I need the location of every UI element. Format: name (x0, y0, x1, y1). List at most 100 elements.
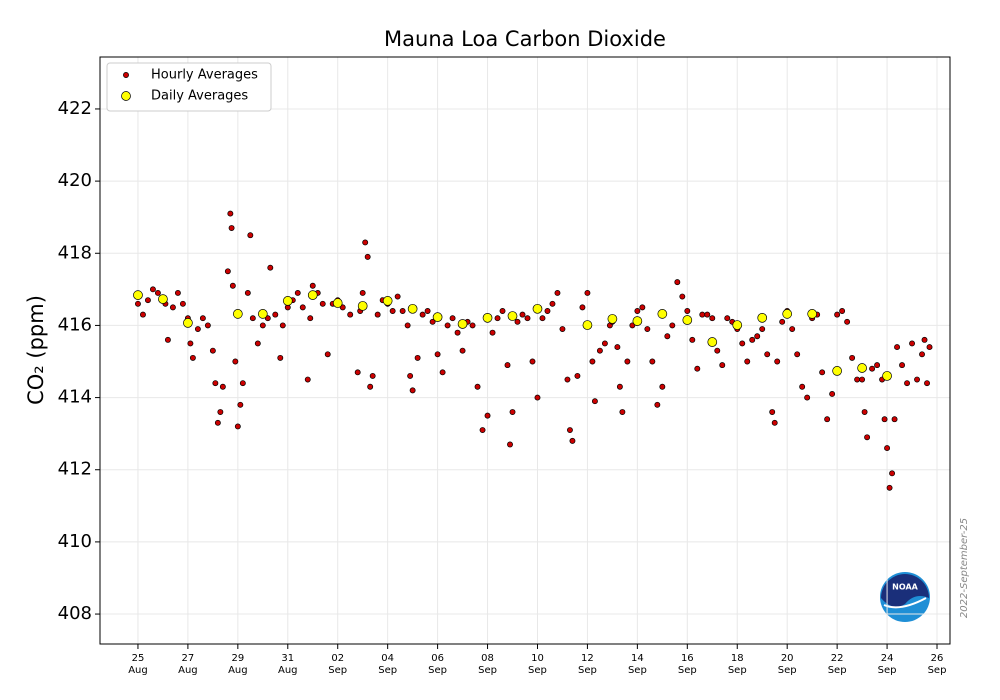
point (749, 336, 756, 343)
point (757, 312, 768, 323)
point (382, 296, 393, 306)
point (149, 286, 156, 293)
point (514, 318, 521, 325)
x-tick-label: 26 Sep (928, 653, 947, 676)
y-tick-label: 408 (58, 603, 92, 624)
point (899, 362, 906, 369)
point (199, 315, 206, 322)
point (771, 419, 778, 426)
point (509, 409, 516, 415)
point (439, 369, 446, 376)
point (754, 333, 761, 340)
point (886, 484, 893, 491)
point (347, 311, 354, 318)
point (234, 423, 241, 430)
point (682, 315, 693, 325)
y-tick-label: 412 (58, 459, 92, 480)
point (469, 322, 476, 329)
point (135, 300, 141, 307)
point (489, 329, 496, 336)
point (574, 372, 581, 379)
x-tick-label: 31 Aug (278, 653, 298, 676)
y-tick-label: 410 (58, 531, 92, 552)
y-tick-label: 422 (58, 98, 92, 119)
point (474, 383, 481, 390)
point (566, 427, 573, 434)
point (504, 362, 511, 369)
point (819, 369, 826, 376)
point (782, 309, 793, 319)
point (174, 290, 181, 296)
point (774, 358, 781, 365)
point (859, 376, 866, 383)
point (832, 366, 842, 376)
point (844, 318, 851, 325)
point (689, 336, 696, 343)
point (419, 311, 426, 318)
point (739, 340, 746, 347)
point (649, 358, 656, 365)
plot-frame (99, 56, 951, 645)
point (857, 363, 867, 373)
date-stamp: 2022-September-25 (959, 518, 970, 618)
point (369, 372, 376, 379)
point (259, 322, 266, 329)
point (479, 427, 486, 434)
point (232, 358, 239, 365)
point (249, 315, 256, 322)
point (399, 308, 406, 314)
point (724, 315, 731, 322)
point (659, 383, 666, 390)
point (807, 309, 818, 319)
point (607, 314, 618, 324)
point (217, 409, 224, 415)
point (719, 362, 726, 369)
point (669, 322, 676, 329)
point (394, 293, 401, 300)
point (924, 380, 930, 387)
point (839, 308, 846, 314)
point (554, 290, 561, 296)
point (861, 409, 868, 415)
point (591, 398, 598, 405)
point (679, 293, 686, 300)
point (674, 279, 681, 286)
point (299, 304, 306, 311)
point (304, 376, 311, 383)
point (519, 311, 526, 318)
point (699, 311, 706, 318)
point (579, 304, 586, 311)
point (569, 437, 576, 444)
point (884, 445, 891, 452)
point (714, 347, 721, 354)
point (187, 340, 194, 347)
point (864, 434, 871, 441)
point (854, 376, 861, 383)
x-tick-label: 25 Aug (128, 653, 148, 676)
x-tick-label: 27 Aug (178, 653, 198, 676)
point (499, 308, 506, 314)
point (189, 354, 196, 361)
point (407, 303, 418, 314)
y-tick-label: 414 (58, 387, 92, 408)
point (874, 362, 881, 369)
point (214, 419, 221, 426)
point (582, 320, 593, 330)
point (894, 344, 901, 351)
x-tick-label: 14 Sep (628, 653, 647, 676)
point (309, 282, 316, 289)
point (834, 311, 841, 318)
point (454, 329, 461, 336)
point (357, 301, 368, 311)
point (484, 412, 491, 419)
point (282, 296, 293, 306)
point (779, 318, 786, 325)
point (849, 354, 856, 361)
point (154, 290, 161, 296)
point (507, 441, 513, 448)
point (332, 298, 343, 308)
point (307, 315, 314, 322)
point (169, 304, 176, 311)
x-tick-label: 08 Sep (478, 653, 497, 676)
point (624, 358, 631, 365)
